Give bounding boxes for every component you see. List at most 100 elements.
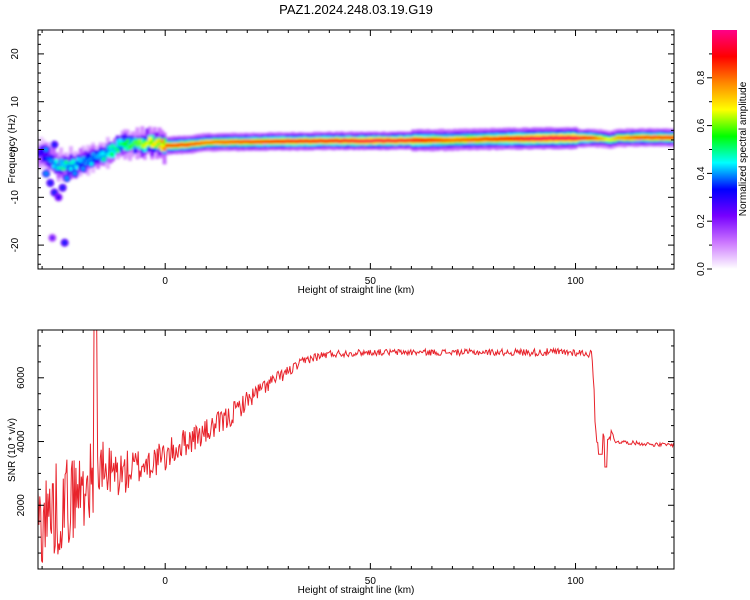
spectrogram-cell xyxy=(428,138,433,142)
spectrogram-cell xyxy=(54,164,59,171)
spectrogram-cell xyxy=(544,136,549,140)
spectrogram-cell xyxy=(590,136,595,140)
spectrogram-cell xyxy=(332,139,337,142)
spectrogram-cell xyxy=(204,141,209,144)
spectrogram-cell xyxy=(169,144,174,147)
spectrogram-cell xyxy=(654,135,659,139)
spectrogram-cell xyxy=(344,139,349,143)
spectrogram-cell xyxy=(603,138,608,141)
spectrogram-cell xyxy=(578,137,583,140)
spectrogram-cell xyxy=(435,138,440,142)
spectrogram-cell xyxy=(125,144,130,151)
spectrogram-cell xyxy=(98,152,103,157)
snr-x-tick-label: 50 xyxy=(365,576,377,587)
spectrogram-cell xyxy=(177,143,182,146)
spectrogram-blob-core xyxy=(52,142,57,147)
spectrogram-cell xyxy=(108,145,113,150)
spectrogram-cell xyxy=(430,138,435,142)
spectrogram-cell xyxy=(659,136,664,140)
spectrogram-cell xyxy=(448,138,453,142)
spectrogram-cell xyxy=(115,148,120,153)
spectrogram-cell xyxy=(445,138,450,142)
spectrogram-cell xyxy=(83,156,88,168)
spectrogram-cell xyxy=(477,137,482,142)
spectrogram-cell xyxy=(438,138,443,142)
spectrogram-cell xyxy=(593,136,598,140)
spectrogram-cell xyxy=(125,139,130,143)
spectrogram-cell xyxy=(425,138,430,142)
spectrogram-cell xyxy=(371,139,376,143)
spectrogram-cell xyxy=(278,140,283,143)
spectrogram-cell xyxy=(613,137,618,140)
spectrogram-cell xyxy=(243,140,248,143)
spectrogram-blob-core xyxy=(56,195,61,200)
spectrogram-cell xyxy=(302,140,307,143)
spectrogram-cell xyxy=(147,140,152,147)
spectrogram-cell xyxy=(135,139,140,145)
spectrogram-cell xyxy=(610,137,615,141)
spectrogram-cell xyxy=(187,143,192,146)
spectrogram-cell xyxy=(160,139,165,143)
spectrogram-cell xyxy=(329,139,334,143)
spectrogram-cell xyxy=(549,136,554,140)
spectrogram-cell xyxy=(389,139,394,143)
spectrogram-cell xyxy=(172,144,177,147)
spectrogram-cell xyxy=(73,165,78,170)
spectrogram-cell xyxy=(64,160,69,165)
spectrogram-cell xyxy=(546,136,551,140)
colorbar-tick-label: 0.2 xyxy=(696,214,707,228)
spectrogram-cell xyxy=(652,135,657,139)
spectrogram-cell xyxy=(369,139,374,143)
spectrogram-cell xyxy=(160,143,165,152)
spectrogram-cell xyxy=(44,156,49,161)
spectrogram-cell xyxy=(216,140,221,144)
spectrogram-cell xyxy=(586,136,590,140)
spectrogram-area xyxy=(38,126,674,247)
spectrogram-cell xyxy=(78,158,83,163)
colorbar-label: Normalized spectral amplitude xyxy=(738,81,749,216)
spectrogram-cell xyxy=(411,139,416,143)
spectrogram-cell xyxy=(662,136,667,139)
spectrogram-cell xyxy=(502,137,507,141)
spectrogram-cell xyxy=(211,140,216,144)
spectrogram-cell xyxy=(179,143,184,146)
spectrogram-cell xyxy=(347,139,352,143)
spectrogram-cell xyxy=(194,141,199,145)
spectrogram-cell xyxy=(455,138,460,142)
spectrogram-cell xyxy=(322,140,327,143)
spectrogram-cell xyxy=(485,137,490,141)
spectrogram-cell xyxy=(226,140,231,144)
spectrogram-cell xyxy=(241,140,246,143)
spectrogram-cell xyxy=(359,139,364,143)
spectrogram-cell xyxy=(214,140,219,144)
spectrogram-cell xyxy=(101,151,105,156)
spectrogram-y-label: Frequency (Hz) xyxy=(7,115,18,184)
spectrogram-cell xyxy=(492,137,497,141)
spectrogram-cell xyxy=(93,157,98,162)
spectrogram-cell xyxy=(622,136,627,140)
spectrogram-cell xyxy=(499,136,504,141)
spectrogram-cell xyxy=(86,153,91,162)
spectrogram-blob-core xyxy=(44,171,49,176)
spectrogram-cell xyxy=(39,150,44,155)
spectrogram-cell xyxy=(152,143,157,149)
spectrogram-cell xyxy=(59,158,64,166)
spectrogram-cell xyxy=(118,144,123,153)
spectrogram-cell xyxy=(312,140,317,143)
spectrogram-cell xyxy=(376,139,381,142)
spectrogram-cell xyxy=(608,138,613,141)
spectrogram-cell xyxy=(472,137,477,142)
spectrogram-cell xyxy=(571,136,576,140)
spectrogram-cell xyxy=(669,136,674,140)
spectrogram-cell xyxy=(403,139,408,142)
spectrogram-cell xyxy=(401,139,406,143)
spectrogram-cell xyxy=(285,139,290,143)
spectrogram-cell xyxy=(54,158,59,164)
spectrogram-cell xyxy=(96,154,101,159)
snr-y-label: SNR (10 * v/v) xyxy=(7,418,18,482)
spectrogram-cell xyxy=(305,139,310,143)
spectrogram-cell xyxy=(310,139,315,143)
spectrogram-cell xyxy=(219,140,224,144)
spectrogram-x-tick-label: 100 xyxy=(567,276,584,287)
spectrogram-cell xyxy=(224,140,229,144)
